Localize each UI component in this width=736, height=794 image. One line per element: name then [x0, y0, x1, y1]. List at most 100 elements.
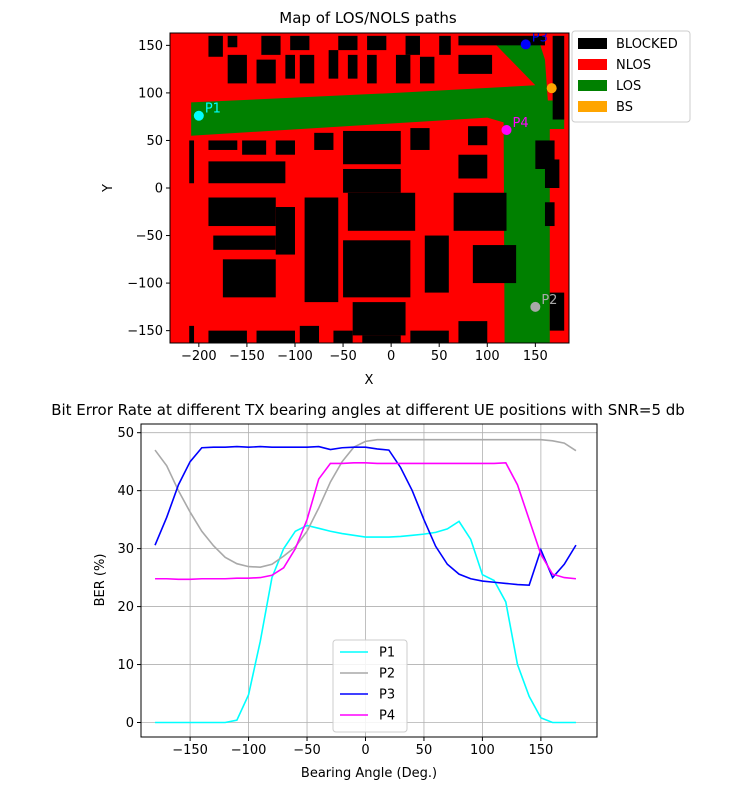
blocked-cell: [458, 154, 488, 179]
los-region: [191, 35, 565, 343]
map-point-label: P1: [205, 102, 221, 117]
ber-y-label: BER (%): [93, 554, 108, 607]
map-x-tick-label: 50: [431, 349, 448, 364]
map-y-ticks: −150 −100 −50 0 50 100 150: [127, 39, 170, 339]
ber-chart: Bit Error Rate at different TX bearing a…: [51, 401, 685, 781]
blocked-cell: [290, 35, 310, 51]
ber-frame: [140, 423, 598, 738]
map-legend-swatch: [578, 38, 607, 49]
blocked-cell: [552, 35, 565, 120]
ber-legend-label: P1: [379, 646, 395, 661]
map-legend-swatch: [578, 101, 607, 112]
series-line-p2: [154, 438, 577, 568]
blocked-cell: [208, 35, 223, 57]
blocked-cell: [367, 35, 387, 51]
map-x-tick-label: −150: [229, 349, 265, 364]
map-x-tick-label: −200: [181, 349, 217, 364]
blocked-cell: [208, 140, 238, 150]
map-x-ticks: −200 −150 −100 −50 0 50 100 150: [181, 343, 548, 364]
blocked-cell: [227, 54, 247, 84]
blocked-cell: [347, 192, 416, 231]
blocked-cell: [395, 54, 411, 84]
blocked-cell: [242, 140, 267, 155]
ber-lines: [154, 438, 577, 724]
map-y-tick-label: −50: [136, 229, 163, 244]
blocked-cell: [299, 325, 320, 343]
map-point: [501, 124, 512, 135]
ber-x-ticks: −150 −100 −50 0 50 100 150: [172, 737, 553, 758]
ber-y-tick-label: 10: [117, 658, 134, 673]
map-legend: BLOCKED NLOS LOS BS: [571, 30, 691, 123]
map-y-tick-label: 0: [155, 182, 163, 197]
ber-legend-label: P4: [379, 709, 395, 724]
map-x-tick-label: 100: [475, 349, 500, 364]
blocked-cell: [343, 168, 401, 193]
blocked-cell: [213, 235, 276, 250]
blocked-cell: [333, 330, 353, 343]
map-plot-area: P1 P2 P3 P4: [170, 30, 569, 343]
ber-title: Bit Error Rate at different TX bearing a…: [51, 401, 685, 419]
map-x-tick-label: 0: [387, 349, 395, 364]
map-legend-label: NLOS: [616, 58, 651, 73]
ber-x-tick-label: 100: [470, 743, 495, 758]
blocked-cell: [458, 54, 493, 74]
blocked-cell: [362, 335, 401, 343]
ber-legend-label: P2: [379, 667, 395, 682]
ber-x-tick-label: −50: [293, 743, 320, 758]
blocked-cell: [189, 140, 195, 184]
blocked-cell: [299, 54, 315, 84]
blocked-cell: [189, 325, 195, 343]
ber-x-label: Bearing Angle (Deg.): [301, 766, 437, 781]
map-title: Map of LOS/NOLS paths: [279, 9, 457, 27]
blocked-cell: [275, 140, 295, 155]
blocked-cell: [343, 240, 411, 298]
map-point: [530, 301, 541, 312]
blocked-cell: [439, 35, 451, 55]
map-x-label: X: [365, 373, 374, 388]
map-y-tick-label: 100: [138, 86, 163, 101]
blocked-cell: [256, 330, 295, 343]
blocked-cell: [208, 161, 286, 184]
series-line-p4: [155, 462, 577, 581]
blocked-cell: [410, 128, 430, 150]
blocked-cell: [468, 126, 488, 146]
ber-x-tick-label: 150: [528, 743, 553, 758]
blocked-cell: [453, 192, 507, 231]
ber-y-tick-label: 30: [117, 542, 134, 557]
blocked-cell: [367, 54, 377, 84]
blocked-cell: [222, 259, 276, 298]
ber-legend-label: P3: [379, 688, 395, 703]
map-legend-swatch: [578, 59, 607, 70]
blocked-cell: [304, 197, 339, 303]
blocked-cell: [544, 159, 560, 188]
blocked-cell: [261, 35, 281, 55]
blocked-cell: [343, 130, 401, 165]
blocked-cell: [347, 54, 358, 79]
map-x-tick-label: −50: [329, 349, 356, 364]
blocked-cell: [405, 35, 420, 55]
map-y-tick-label: −100: [127, 277, 163, 292]
blocked-cell: [285, 54, 295, 79]
ber-legend: P1 P2 P3 P4: [332, 639, 408, 733]
ber-x-tick-label: −150: [172, 743, 208, 758]
map-point-label: P2: [541, 293, 557, 308]
blocked-cell: [544, 202, 555, 227]
blocked-cell: [314, 132, 334, 150]
map-legend-label: BLOCKED: [616, 37, 678, 52]
ber-y-ticks: 0 10 20 30 40 50: [117, 426, 141, 731]
blocked-cell: [208, 197, 276, 227]
ber-x-tick-label: 50: [416, 743, 433, 758]
blocked-cell: [227, 35, 238, 48]
blocked-cell: [458, 321, 488, 343]
ber-y-tick-label: 50: [117, 426, 134, 441]
blocked-cell: [472, 245, 517, 284]
map-point: [520, 39, 531, 50]
map-legend-label: LOS: [616, 79, 641, 94]
map-point-label: P3: [532, 30, 548, 45]
blocked-cell: [208, 330, 247, 343]
blocked-cell: [338, 35, 358, 51]
blocked-cell: [275, 207, 295, 255]
ber-y-tick-label: 0: [126, 716, 134, 731]
blocked-cell: [419, 56, 435, 84]
